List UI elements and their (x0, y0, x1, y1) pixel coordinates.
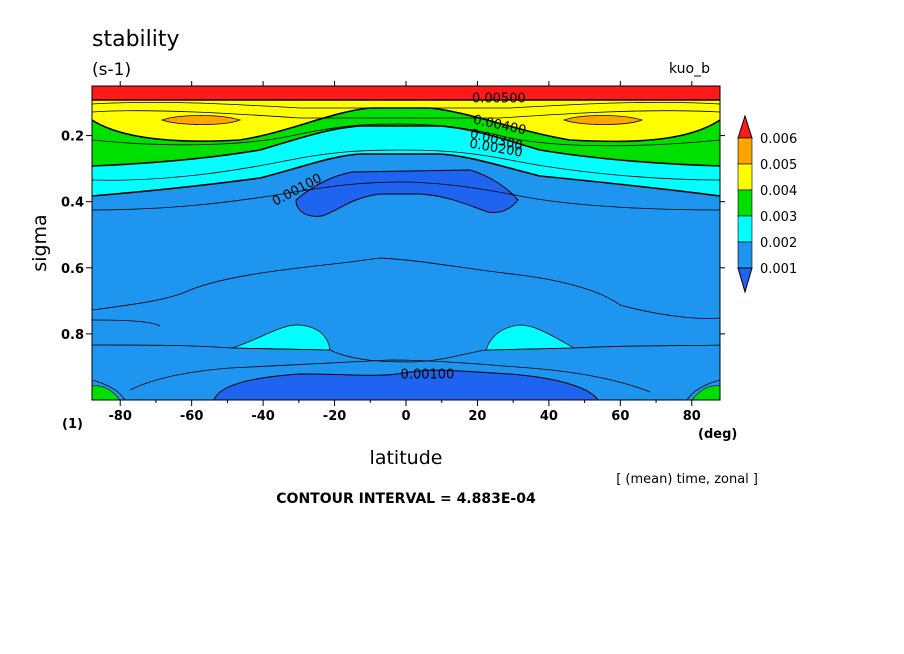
x-tick-label: 0 (401, 409, 410, 424)
y-axis: 0.2 0.4 0.6 0.8 (61, 130, 725, 343)
band-0.005-left (160, 115, 242, 125)
colorbar-top-arrow (737, 114, 753, 139)
colorbar-bottom-arrow (737, 267, 753, 294)
x-tick-label: 60 (611, 409, 629, 424)
experiment-label: kuo_b (669, 61, 710, 77)
contour-interval: CONTOUR INTERVAL = 4.883E-04 (276, 491, 536, 507)
x-axis-title: latitude (370, 447, 443, 469)
x-tick-label: -80 (108, 409, 132, 424)
x-tick-label: 20 (468, 409, 486, 424)
chart-title: stability (92, 27, 180, 52)
contour-plot-area (91, 85, 721, 401)
y-tick-label: 0.8 (61, 328, 84, 343)
band-below-0.001-lower (213, 369, 599, 400)
band-0.005-right (562, 115, 644, 125)
x-axis: -80 -60 -40 -20 0 20 40 60 80 (108, 81, 701, 424)
aggregation-note: [ (mean) time, zonal ] (616, 472, 758, 487)
colorbar-box (737, 215, 753, 243)
x-unit-label: (deg) (698, 427, 737, 442)
cyan-blob-left (231, 324, 331, 351)
y-axis-title: sigma (29, 214, 51, 271)
contour-label: 0.00100 (401, 368, 455, 383)
colorbar-box (737, 137, 753, 165)
cyan-blob-right (485, 324, 576, 351)
y-tick-label: 0.4 (61, 196, 84, 211)
colorbar: 0.006 0.005 0.004 0.003 0.002 0.001 (737, 114, 797, 294)
band-below-0.001-upper (295, 169, 519, 217)
corner-right (691, 385, 720, 400)
colorbar-label: 0.002 (760, 236, 797, 251)
colorbar-label: 0.001 (760, 262, 797, 277)
x-tick-label: -60 (180, 409, 204, 424)
x-tick-label: -20 (323, 409, 347, 424)
colorbar-label: 0.006 (760, 132, 797, 147)
colorbar-label: 0.003 (760, 210, 797, 225)
colorbar-box (737, 189, 753, 217)
corner-left (92, 385, 121, 400)
y-tick-label: 0.6 (61, 262, 84, 277)
y-tick-label: 0.2 (61, 130, 84, 145)
band-0.006 (92, 86, 720, 100)
chart-units: (s-1) (92, 60, 131, 80)
x-tick-label: 40 (540, 409, 558, 424)
contour-label: 0.00500 (472, 92, 526, 107)
colorbar-label: 0.005 (760, 158, 797, 173)
colorbar-box (737, 163, 753, 191)
x-tick-label: 80 (683, 409, 701, 424)
colorbar-label: 0.004 (760, 184, 797, 199)
x-tick-label: -40 (251, 409, 275, 424)
colorbar-box (737, 241, 753, 269)
y-corner-label: (1) (62, 417, 83, 432)
